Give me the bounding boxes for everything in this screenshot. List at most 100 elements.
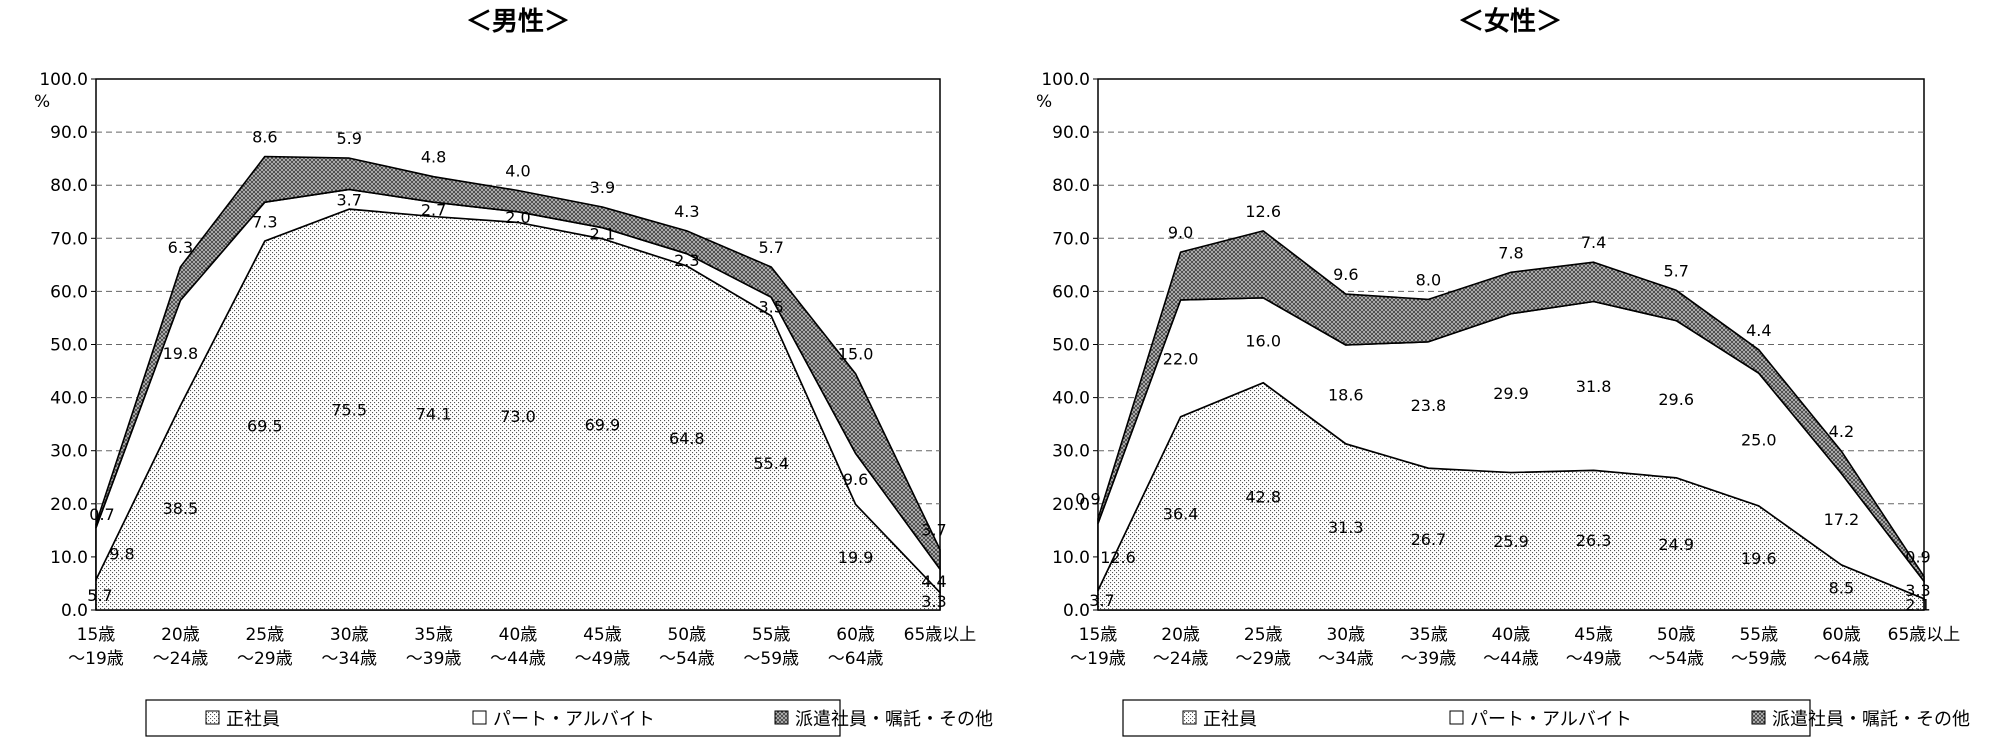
data-label-female-series-2: 12.6 xyxy=(1100,548,1136,567)
data-label-male-series-2: 2.1 xyxy=(590,224,615,243)
y-tick-label-male: 60.0 xyxy=(50,282,88,302)
data-label-female-series-2: 29.9 xyxy=(1493,384,1529,403)
x-tick-label-female: ～24歳 xyxy=(1153,649,1209,669)
legend-box-male xyxy=(145,699,841,737)
data-label-male-series-1: 74.1 xyxy=(416,404,452,423)
legend-label-female-series-2: パート・アルバイト xyxy=(1470,709,1632,730)
data-label-female-series-3: 4.2 xyxy=(1829,422,1854,441)
data-label-male-series-3: 3.7 xyxy=(921,520,946,539)
x-tick-label-female: 25歳 xyxy=(1244,625,1283,645)
x-tick-label-female: ～39歳 xyxy=(1401,649,1457,669)
data-label-male-series-3: 5.9 xyxy=(336,129,361,148)
x-tick-label-male: ～34歳 xyxy=(321,649,377,669)
data-label-male-series-2: 9.8 xyxy=(109,545,134,564)
legend-label-male-series-3: 派遣社員・嘱託・その他 xyxy=(795,709,993,730)
x-tick-label-male: ～19歳 xyxy=(68,649,124,669)
y-tick-label-female: 20.0 xyxy=(1052,495,1090,515)
x-tick-label-female: 65歳以上 xyxy=(1888,625,1961,645)
data-label-female-series-1: 19.6 xyxy=(1741,549,1777,568)
x-tick-label-male: 45歳 xyxy=(583,625,622,645)
data-label-male-series-2: 4.4 xyxy=(921,572,946,591)
data-label-male-series-1: 38.5 xyxy=(163,499,199,518)
y-tick-label-female: 90.0 xyxy=(1052,123,1090,143)
x-tick-label-female: 20歳 xyxy=(1161,625,1200,645)
y-tick-label-male: 30.0 xyxy=(50,442,88,462)
data-label-female-series-2: 17.2 xyxy=(1824,510,1860,529)
x-tick-label-female: 60歳 xyxy=(1822,625,1861,645)
data-label-female-series-2: 3.3 xyxy=(1905,581,1930,600)
legend-label-male-series-2: パート・アルバイト xyxy=(493,709,655,730)
data-label-male-series-2: 7.3 xyxy=(252,213,277,232)
legend-swatch-male-series-3 xyxy=(774,710,789,725)
data-label-female-series-3: 12.6 xyxy=(1245,202,1281,221)
data-label-male-series-1: 73.0 xyxy=(500,407,536,426)
x-tick-label-female: 50歳 xyxy=(1657,625,1696,645)
chart-title-male: ＜男性＞ xyxy=(466,7,570,37)
y-tick-label-male: 50.0 xyxy=(50,336,88,356)
data-label-male-series-3: 5.7 xyxy=(758,238,783,257)
x-tick-label-male: 65歳以上 xyxy=(904,625,977,645)
data-label-female-series-3: 4.4 xyxy=(1746,321,1771,340)
y-tick-label-male: 80.0 xyxy=(50,176,88,196)
y-axis-unit-female: % xyxy=(1036,92,1052,112)
legend-swatch-female-series-1 xyxy=(1182,710,1197,725)
legend-swatch-female-series-2 xyxy=(1449,710,1464,725)
data-label-male-series-3: 4.0 xyxy=(505,162,530,181)
x-tick-label-female: ～29歳 xyxy=(1235,649,1291,669)
y-tick-label-female: 70.0 xyxy=(1052,229,1090,249)
data-label-female-series-1: 42.8 xyxy=(1245,487,1281,506)
data-label-male-series-3: 3.9 xyxy=(590,178,615,197)
x-tick-label-female: ～34歳 xyxy=(1318,649,1374,669)
x-tick-label-female: 15歳 xyxy=(1079,625,1118,645)
data-label-male-series-3: 4.3 xyxy=(674,202,699,221)
x-tick-label-male: ～59歳 xyxy=(743,649,799,669)
y-tick-label-male: 10.0 xyxy=(50,548,88,568)
data-label-female-series-1: 25.9 xyxy=(1493,532,1529,551)
data-label-female-series-3: 7.4 xyxy=(1581,233,1606,252)
x-tick-label-female: 35歳 xyxy=(1409,625,1448,645)
data-label-male-series-2: 2.7 xyxy=(421,200,446,219)
x-tick-label-female: ～19歳 xyxy=(1070,649,1126,669)
x-tick-label-male: ～24歳 xyxy=(153,649,209,669)
area-male-series-3 xyxy=(95,155,941,570)
data-label-female-series-1: 8.5 xyxy=(1829,578,1854,597)
data-label-female-series-3: 8.0 xyxy=(1416,270,1441,289)
y-tick-label-male: 70.0 xyxy=(50,229,88,249)
legend-label-male-series-1: 正社員 xyxy=(226,709,280,730)
y-tick-label-male: 100.0 xyxy=(39,70,88,90)
x-tick-label-female: ～64歳 xyxy=(1814,649,1870,669)
data-label-female-series-1: 31.3 xyxy=(1328,518,1364,537)
x-tick-label-female: ～54歳 xyxy=(1648,649,1704,669)
data-label-male-series-2: 2.0 xyxy=(505,208,530,227)
data-label-female-series-2: 31.8 xyxy=(1576,377,1612,396)
y-axis-unit-male: % xyxy=(34,92,50,112)
y-tick-label-male: 40.0 xyxy=(50,389,88,409)
x-tick-label-female: ～49歳 xyxy=(1566,649,1622,669)
area-female-series-3 xyxy=(1097,230,1925,583)
x-tick-label-female: 55歳 xyxy=(1739,625,1778,645)
x-tick-label-male: ～64歳 xyxy=(828,649,884,669)
x-tick-label-female: 45歳 xyxy=(1574,625,1613,645)
x-tick-label-male: 60歳 xyxy=(836,625,875,645)
legend-swatch-female-series-3 xyxy=(1751,710,1766,725)
x-tick-label-male: 35歳 xyxy=(414,625,453,645)
data-label-female-series-3: 7.8 xyxy=(1498,243,1523,262)
x-tick-label-female: ～44歳 xyxy=(1483,649,1539,669)
data-label-female-series-1: 2.1 xyxy=(1905,595,1930,614)
legend-box-female xyxy=(1122,699,1811,737)
x-tick-label-male: 25歳 xyxy=(245,625,284,645)
chart-title-female: ＜女性＞ xyxy=(1458,6,1562,37)
x-tick-label-male: 15歳 xyxy=(77,625,116,645)
data-label-male-series-1: 69.9 xyxy=(585,415,621,434)
legend-swatch-male-series-2 xyxy=(472,710,487,725)
data-label-female-series-2: 16.0 xyxy=(1245,331,1281,350)
x-tick-label-female: 30歳 xyxy=(1326,625,1365,645)
data-label-female-series-3: 5.7 xyxy=(1663,261,1688,280)
data-label-female-series-2: 22.0 xyxy=(1163,349,1199,368)
x-tick-label-male: 20歳 xyxy=(161,625,200,645)
data-label-male-series-3: 8.6 xyxy=(252,128,277,147)
x-tick-label-male: 55歳 xyxy=(752,625,791,645)
data-label-female-series-3: 9.6 xyxy=(1333,265,1358,284)
data-label-female-series-3: 9.0 xyxy=(1168,223,1193,242)
